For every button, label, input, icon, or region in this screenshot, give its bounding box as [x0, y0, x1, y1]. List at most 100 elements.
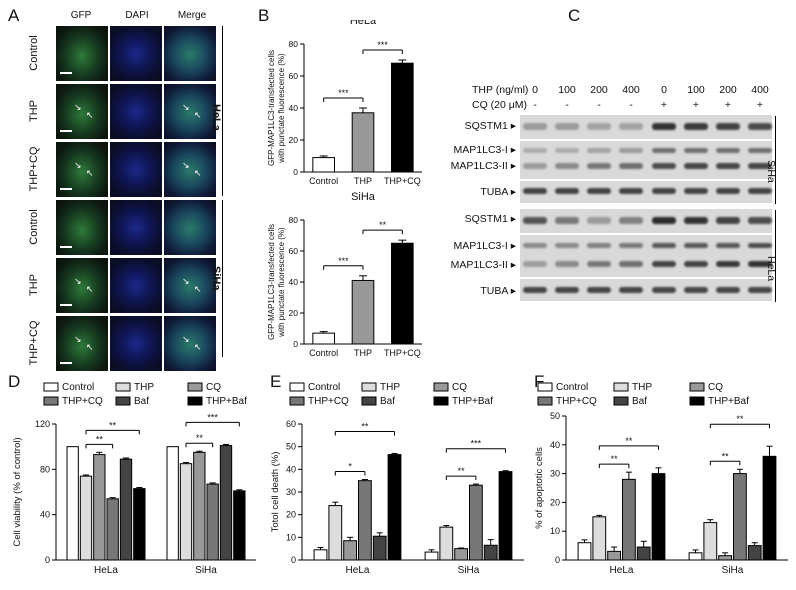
- legend-swatch: [115, 382, 131, 392]
- band-siha-lc3-ii: [716, 163, 740, 169]
- legend-label: Baf: [632, 396, 647, 407]
- band-hela-tuba: [619, 287, 643, 293]
- bar: [233, 490, 246, 561]
- bar: [106, 498, 119, 561]
- y-tick-label: 80: [289, 39, 299, 49]
- micrograph-r3-c2: [164, 200, 216, 255]
- row-label-2: THP+CQ: [28, 146, 40, 191]
- bar: [312, 332, 335, 345]
- band-hela-tuba: [684, 287, 708, 293]
- micrograph-r1-c1: [110, 84, 162, 139]
- legend-label: Baf: [134, 396, 149, 407]
- sig-label: ***: [338, 256, 349, 266]
- band-hela-lc3-ii: [716, 261, 740, 267]
- sig-label: **: [611, 454, 619, 464]
- y-axis-label: % of apoptotic cells: [534, 447, 545, 529]
- y-tick-label: 120: [35, 419, 50, 429]
- arrow-icon: ↘: [182, 160, 190, 170]
- band-hela-tuba: [652, 287, 676, 293]
- micrograph-r4-c1: [110, 258, 162, 313]
- x-tick-label: THP+CQ: [384, 176, 421, 186]
- x-tick-label: SiHa: [722, 565, 744, 576]
- band-hela-lc3-ii: [652, 261, 676, 267]
- band-hela-sqstm1: [748, 217, 772, 224]
- y-tick-label: 40: [289, 277, 299, 287]
- bar: [391, 62, 414, 173]
- micrograph-r3-c1: [110, 200, 162, 255]
- lane-thp-value: 0: [661, 84, 667, 96]
- band-siha-sqstm1: [587, 123, 611, 130]
- band-siha-lc3-ii: [523, 163, 547, 169]
- band-hela-lc3-i: [587, 243, 611, 248]
- legend-label: THP+CQ: [308, 396, 349, 407]
- blot-label-hela-sqstm1: SQSTM1 ▸: [464, 213, 516, 225]
- blot-label-hela-lc3-i: MAP1LC3-I ▸: [453, 240, 516, 252]
- blot-strip-hela-lc3: [520, 235, 772, 277]
- band-siha-lc3-ii: [684, 163, 708, 169]
- band-hela-lc3-ii: [619, 261, 643, 267]
- scale-bar: [60, 304, 72, 306]
- arrow-icon: ↖: [86, 110, 94, 120]
- bar: [439, 526, 454, 561]
- bar: [622, 478, 636, 561]
- arrow-icon: ↖: [86, 168, 94, 178]
- band-siha-sqstm1: [555, 123, 579, 130]
- arrow-icon: ↖: [194, 284, 202, 294]
- y-tick-label: 30: [286, 487, 296, 497]
- bar: [718, 555, 732, 561]
- band-siha-lc3-i: [619, 148, 643, 153]
- scale-bar: [60, 130, 72, 132]
- sig-label: **: [196, 433, 204, 443]
- hela-bracket-line: [222, 26, 223, 196]
- bar: [79, 475, 93, 561]
- bar: [733, 473, 747, 561]
- bar: [762, 455, 777, 561]
- y-axis-label: GFP-MAP1LC3-transfected cellswith puncta…: [267, 50, 286, 166]
- y-axis-label-line: with punctate fluorescence (%): [277, 53, 286, 164]
- arrow-icon: ↖: [194, 342, 202, 352]
- bar: [351, 112, 375, 173]
- y-axis-label: Cell viability (% of control): [12, 437, 23, 546]
- sig-label: ***: [207, 412, 218, 422]
- x-tick-label: HeLa: [94, 565, 118, 576]
- group-label-hela: HeLa: [210, 104, 222, 131]
- row-label-3: Control: [28, 208, 40, 245]
- lane-thp-value: 200: [719, 84, 737, 96]
- siha-bracket-line: [222, 200, 223, 357]
- y-axis-label: GFP-MAP1LC3-transfected cellswith puncta…: [267, 224, 286, 340]
- band-siha-lc3-i: [684, 148, 708, 153]
- lane-cq-value: -: [565, 99, 569, 111]
- blot-label-siha-lc3-ii: MAP1LC3-II ▸: [450, 160, 516, 172]
- band-siha-lc3-ii: [587, 163, 611, 169]
- panel-label-b: B: [258, 6, 270, 25]
- chart-b-hela: HeLa 0 20 40 60 80 Control THP THP+CQ *** *** GFP-M…: [267, 20, 422, 186]
- band-siha-sqstm1: [684, 123, 708, 130]
- bar: [219, 445, 233, 561]
- band-siha-tuba: [652, 188, 676, 194]
- y-axis-label-line: GFP-MAP1LC3-transfected cells: [267, 50, 276, 166]
- micrograph-r2-c1: [110, 142, 162, 197]
- band-siha-lc3-ii: [748, 163, 772, 169]
- micrograph-r4-c0: ↘ ↖: [56, 258, 108, 313]
- panel-label-c: C: [568, 6, 581, 25]
- bar: [483, 544, 498, 561]
- band-siha-tuba: [555, 188, 579, 194]
- lane-cq-value: +: [756, 99, 764, 111]
- y-tick-label: 60: [289, 71, 299, 81]
- sig-label: ***: [338, 88, 349, 98]
- sig-label: ***: [471, 439, 482, 449]
- x-tick-label: Control: [309, 176, 338, 186]
- lane-cq-value: -: [533, 99, 537, 111]
- lane-thp-value: 400: [751, 84, 769, 96]
- band-hela-sqstm1: [587, 217, 611, 224]
- bar: [577, 542, 592, 561]
- y-tick-label: 0: [45, 555, 50, 565]
- band-hela-lc3-ii: [587, 261, 611, 267]
- row-label-1: THP: [28, 99, 40, 122]
- band-hela-lc3-i: [748, 243, 772, 248]
- y-tick-label: 60: [286, 419, 296, 429]
- legend-swatch: [433, 382, 449, 392]
- legend-swatch: [187, 396, 203, 406]
- band-hela-tuba: [587, 287, 611, 293]
